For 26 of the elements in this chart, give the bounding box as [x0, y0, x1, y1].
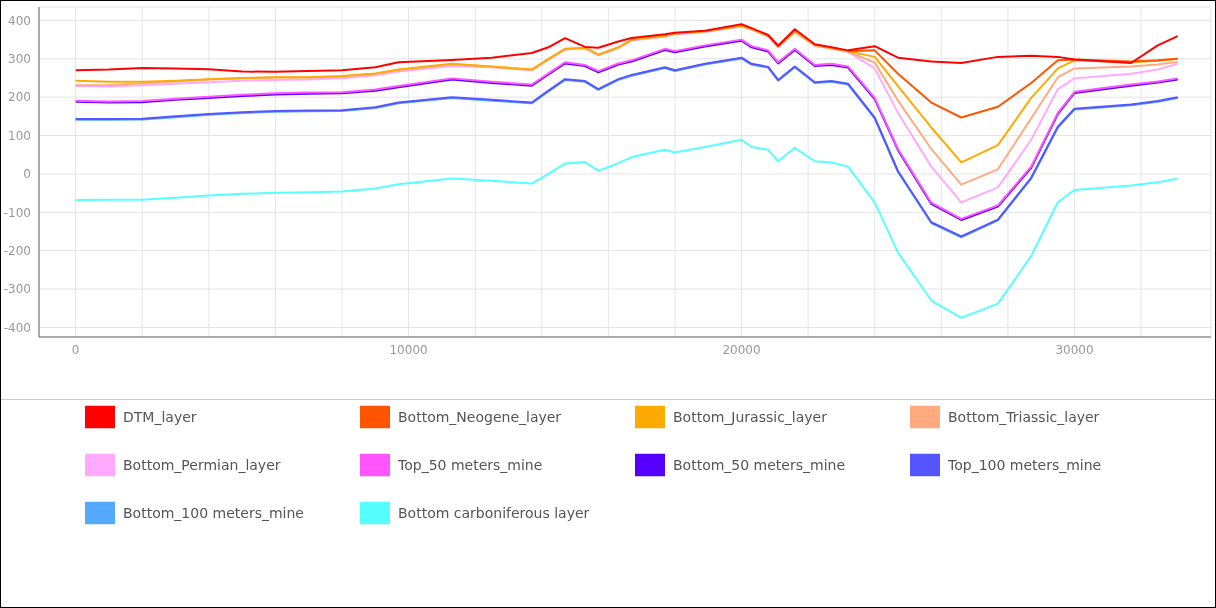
y-tick-label: 0: [23, 167, 31, 182]
legend-label: Bottom_100 meters_mine: [123, 505, 304, 521]
x-tick-label: 30000: [1055, 342, 1094, 357]
y-tick-label: 300: [8, 52, 31, 67]
y-tick-label: -100: [3, 205, 31, 220]
y-tick-label: 100: [8, 128, 31, 143]
legend-label: DTM_layer: [123, 409, 197, 425]
legend-label: Bottom_50 meters_mine: [673, 457, 846, 473]
y-tick-label: 200: [8, 90, 31, 105]
legend-label: Bottom carboniferous layer: [398, 505, 590, 521]
y-tick-label: 400: [8, 13, 31, 28]
line-series: [74, 138, 1179, 319]
x-tick-label: 10000: [389, 342, 428, 357]
y-tick-label: -400: [3, 320, 31, 335]
line-series: [847, 49, 1179, 119]
legend-label: Bottom_Triassic_layer: [948, 409, 1100, 425]
legend-label: Bottom_Permian_layer: [123, 457, 281, 473]
legend-label: Top_100 meters_mine: [948, 457, 1102, 473]
x-tick-label: 0: [71, 342, 80, 357]
x-tick-label: 20000: [722, 342, 761, 357]
legend-label: Bottom_Jurassic_layer: [673, 409, 827, 425]
legend-label: Top_50 meters_mine: [398, 457, 543, 473]
line-series: [74, 23, 1179, 73]
y-tick-label: -200: [3, 243, 31, 258]
legend-label: Bottom_Neogene_layer: [398, 409, 562, 425]
y-tick-label: -300: [3, 282, 31, 297]
